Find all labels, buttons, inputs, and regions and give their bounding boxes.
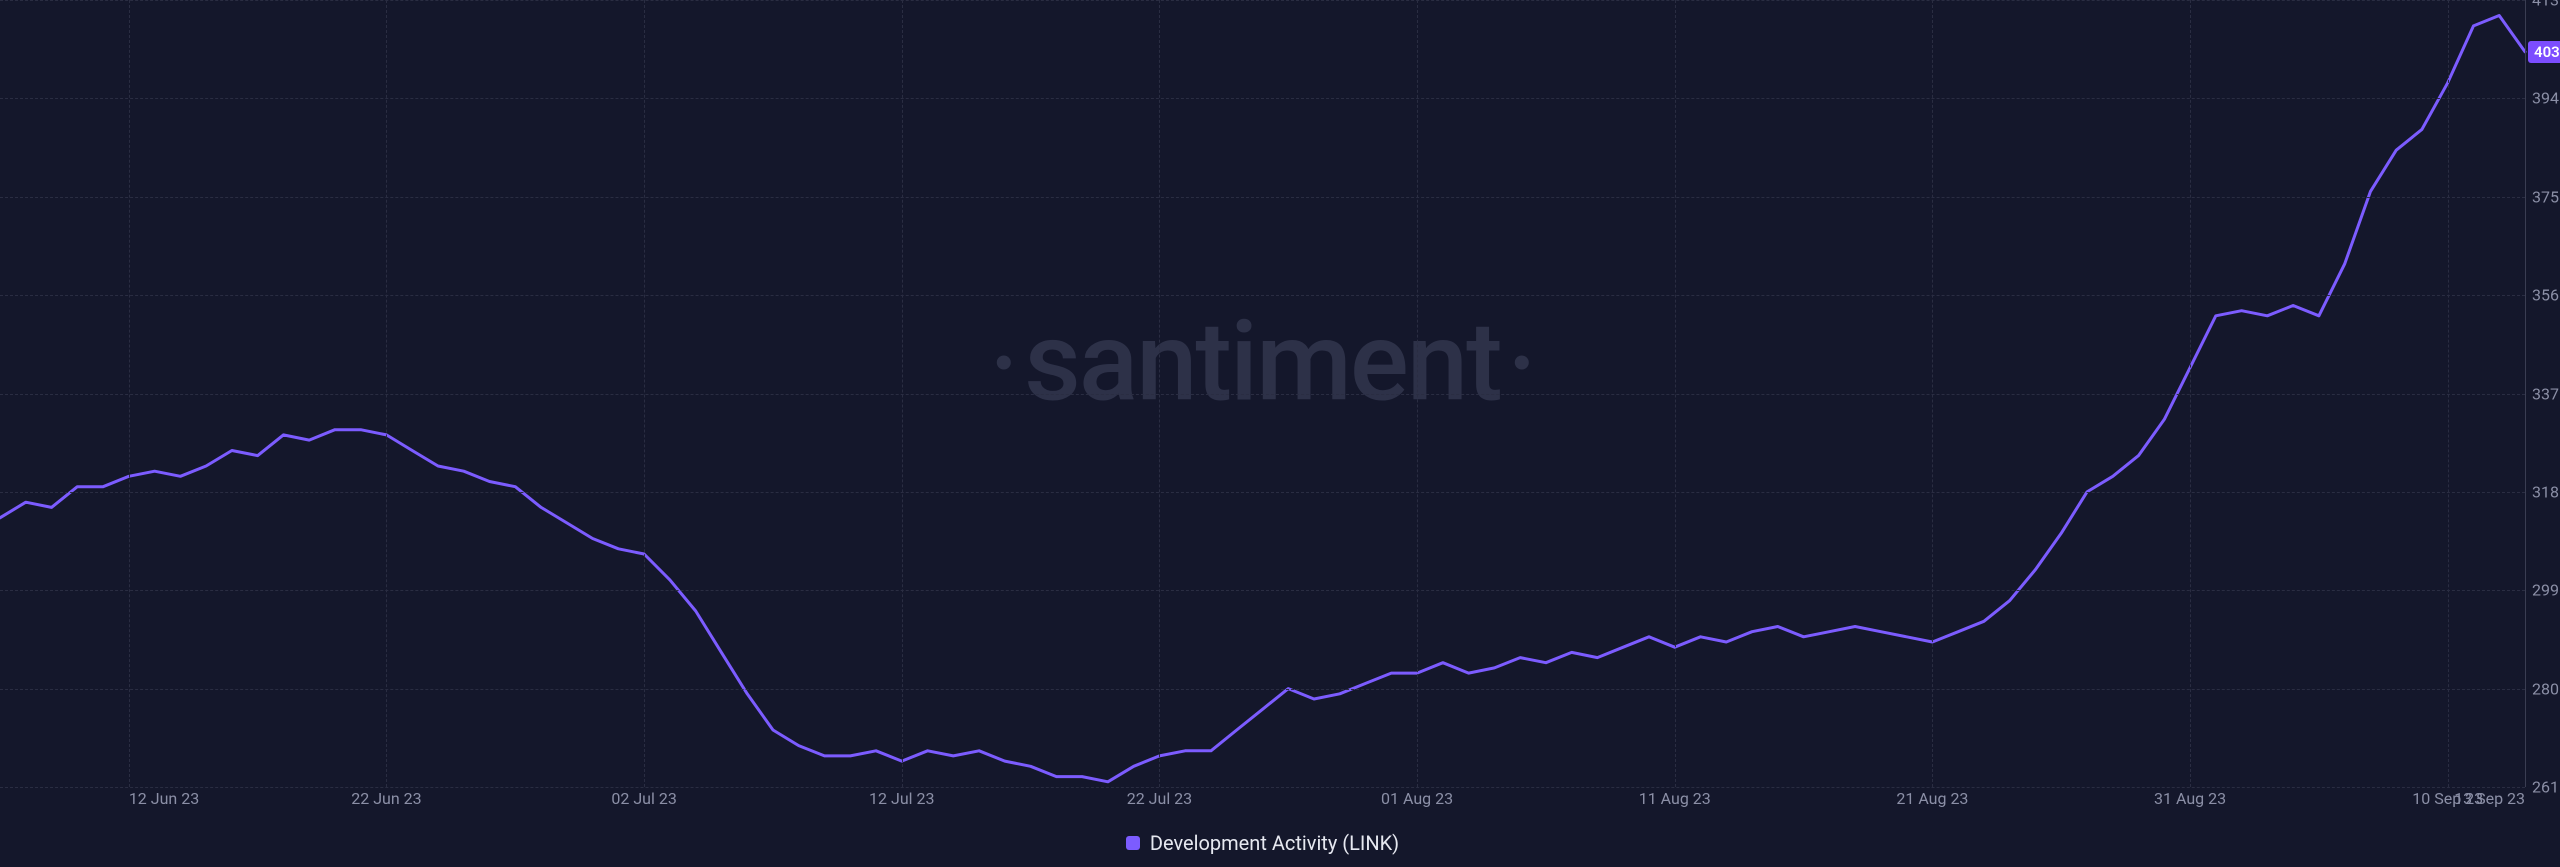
gridline-horizontal — [0, 295, 2525, 296]
x-tick-label: 02 Jul 23 — [611, 789, 676, 808]
x-tick-label: 11 Aug 23 — [1639, 789, 1711, 808]
x-tick-label: 12 Jun 23 — [129, 789, 199, 808]
gridline-vertical — [2448, 0, 2449, 787]
gridline-vertical — [386, 0, 387, 787]
x-tick-label: 13 Sep 23 — [2454, 789, 2525, 808]
x-tick-label: 21 Aug 23 — [1896, 789, 1968, 808]
x-tick-label: 22 Jun 23 — [351, 789, 421, 808]
y-tick-label: 413 — [2532, 0, 2559, 10]
chart-container: santiment 261 280 299 318 337 356 375 394 413 403… — [0, 0, 2560, 867]
y-tick-label: 261 — [2532, 778, 2559, 797]
gridline-horizontal — [0, 197, 2525, 198]
x-tick-label: 12 Jul 23 — [869, 789, 934, 808]
x-tick-label: 22 Jul 23 — [1127, 789, 1192, 808]
y-tick-label: 394 — [2532, 89, 2559, 108]
y-tick-label: 356 — [2532, 286, 2559, 305]
gridline-horizontal — [0, 394, 2525, 395]
y-tick-label: 299 — [2532, 581, 2559, 600]
series-line — [0, 16, 2525, 782]
gridline-horizontal — [0, 590, 2525, 591]
gridline-horizontal — [0, 689, 2525, 690]
gridline-horizontal — [0, 98, 2525, 99]
y-tick-label: 375 — [2532, 187, 2559, 206]
gridline-vertical — [1675, 0, 1676, 787]
legend-swatch-icon — [1126, 836, 1140, 850]
plot-area[interactable]: santiment — [0, 0, 2525, 787]
gridline-vertical — [902, 0, 903, 787]
gridline-vertical — [1932, 0, 1933, 787]
gridline-vertical — [129, 0, 130, 787]
gridline-horizontal — [0, 0, 2525, 1]
y-tick-label: 337 — [2532, 384, 2559, 403]
gridline-horizontal — [0, 492, 2525, 493]
x-tick-label: 01 Aug 23 — [1381, 789, 1453, 808]
legend-label: Development Activity (LINK) — [1150, 831, 1399, 855]
x-tick-label: 31 Aug 23 — [2154, 789, 2226, 808]
y-tick-label: 318 — [2532, 482, 2559, 501]
x-axis: 12 Jun 23 22 Jun 23 02 Jul 23 12 Jul 23 22 J… — [0, 787, 2525, 817]
y-tick-label: 280 — [2532, 679, 2559, 698]
gridline-vertical — [644, 0, 645, 787]
current-value-badge: 403 — [2528, 41, 2560, 63]
gridline-vertical — [1159, 0, 1160, 787]
y-axis: 261280299318337356375394413403 — [2525, 0, 2560, 787]
gridline-vertical — [1417, 0, 1418, 787]
legend: Development Activity (LINK) — [0, 831, 2525, 855]
gridline-vertical — [2190, 0, 2191, 787]
